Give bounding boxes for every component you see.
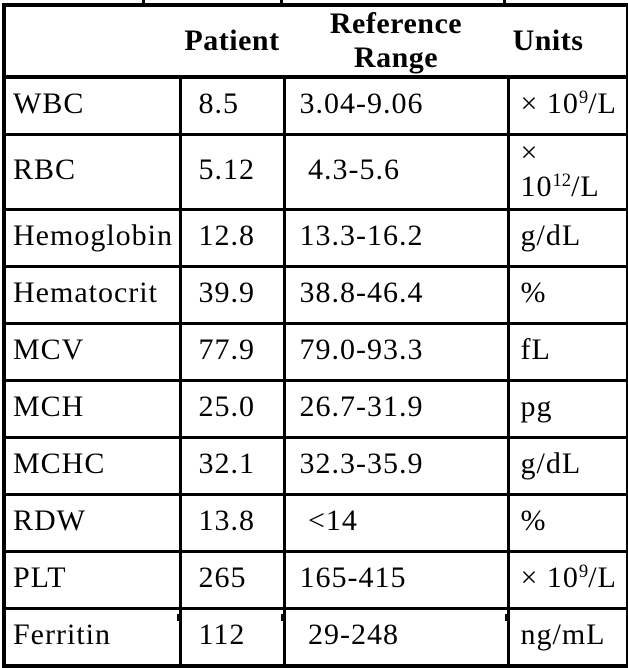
units-cell: ng/mL (506, 607, 628, 668)
patient-value-cell: 5.12 (178, 133, 286, 211)
analyte-cell: WBC (2, 75, 182, 136)
analyte-cell: MCHC (2, 436, 182, 496)
units-cell: fL (506, 322, 628, 382)
units-cell: × 109/L (506, 75, 628, 136)
units-cell: % (506, 493, 628, 553)
unit-suffix: /L (588, 561, 617, 594)
crop-tick-top-2 (280, 0, 283, 3)
reference-range-cell: 32.3-35.9 (282, 436, 510, 496)
unit-prefix: g/dL (520, 447, 582, 480)
analyte-cell: RDW (2, 493, 182, 553)
table-row-wbc: WBC 8.5 3.04-9.06 × 109/L (2, 75, 628, 136)
analyte-cell: Ferritin (2, 607, 182, 668)
reference-range-cell: 3.04-9.06 (282, 75, 510, 136)
table-row-rbc: RBC 5.12 4.3-5.6 × 1012/L (2, 133, 628, 211)
reference-range-cell: 29-248 (282, 607, 510, 668)
reference-range-cell: 165-415 (282, 550, 510, 610)
units-cell: × 1012/L (506, 133, 628, 211)
analyte-cell: MCV (2, 322, 182, 382)
table-row-hematocrit: Hematocrit 39.9 38.8-46.4 % (2, 265, 628, 325)
unit-prefix: × 10 (520, 87, 579, 120)
units-cell: % (506, 265, 628, 325)
unit-prefix: ng/mL (520, 618, 606, 651)
unit-prefix: fL (520, 333, 551, 366)
header-units: Units (508, 5, 628, 79)
patient-value-cell: 32.1 (178, 436, 286, 496)
unit-suffix: /L (571, 170, 600, 203)
analyte-cell: PLT (2, 550, 182, 610)
analyte-cell: MCH (2, 379, 182, 439)
unit-superscript: 12 (552, 169, 572, 191)
patient-value-cell: 25.0 (178, 379, 286, 439)
crop-tick-top-3 (503, 0, 506, 3)
patient-value-cell: 12.8 (178, 208, 286, 268)
analyte-cell: Hemoglobin (2, 208, 182, 268)
patient-value-cell: 77.9 (178, 322, 286, 382)
table-row-mchc: MCHC 32.1 32.3-35.9 g/dL (2, 436, 628, 496)
header-reference-range: Reference Range (284, 5, 508, 79)
unit-prefix: × 10 (520, 561, 579, 594)
units-cell: g/dL (506, 436, 628, 496)
patient-value-cell: 112 (178, 607, 286, 668)
reference-range-cell: 79.0-93.3 (282, 322, 510, 382)
table-row-mch: MCH 25.0 26.7-31.9 pg (2, 379, 628, 439)
patient-value-cell: 265 (178, 550, 286, 610)
crop-tick-top-1 (142, 0, 145, 3)
analyte-cell: RBC (2, 133, 182, 211)
unit-prefix: % (520, 504, 547, 537)
units-cell: × 109/L (506, 550, 628, 610)
analyte-cell: Hematocrit (2, 265, 182, 325)
unit-prefix: % (520, 276, 547, 309)
patient-value-cell: 39.9 (178, 265, 286, 325)
table-row-mcv: MCV 77.9 79.0-93.3 fL (2, 322, 628, 382)
table-row-hemoglobin: Hemoglobin 12.8 13.3-16.2 g/dL (2, 208, 628, 268)
unit-superscript: 9 (578, 86, 589, 108)
unit-prefix: × 10 (520, 136, 553, 203)
reference-range-cell: <14 (282, 493, 510, 553)
unit-superscript: 9 (578, 560, 589, 582)
patient-value-cell: 13.8 (178, 493, 286, 553)
header-patient: Patient (180, 5, 284, 79)
unit-prefix: g/dL (520, 219, 582, 252)
table-row-plt: PLT 265 165-415 × 109/L (2, 550, 628, 610)
reference-range-cell: 13.3-16.2 (282, 208, 510, 268)
reference-range-cell: 38.8-46.4 (282, 265, 510, 325)
reference-range-cell: 4.3-5.6 (282, 133, 510, 211)
patient-value-cell: 8.5 (178, 75, 286, 136)
header-row: Patient Reference Range Units (4, 5, 628, 79)
header-analyte (4, 5, 180, 79)
units-cell: g/dL (506, 208, 628, 268)
units-cell: pg (506, 379, 628, 439)
unit-suffix: /L (588, 87, 617, 120)
unit-prefix: pg (520, 390, 553, 423)
reference-range-cell: 26.7-31.9 (282, 379, 510, 439)
table-row-rdw: RDW 13.8 <14 % (2, 493, 628, 553)
lab-results-table: Patient Reference Range Units WBC 8.5 3.… (2, 3, 628, 668)
table-row-ferritin: Ferritin 112 29-248 ng/mL (2, 607, 628, 668)
